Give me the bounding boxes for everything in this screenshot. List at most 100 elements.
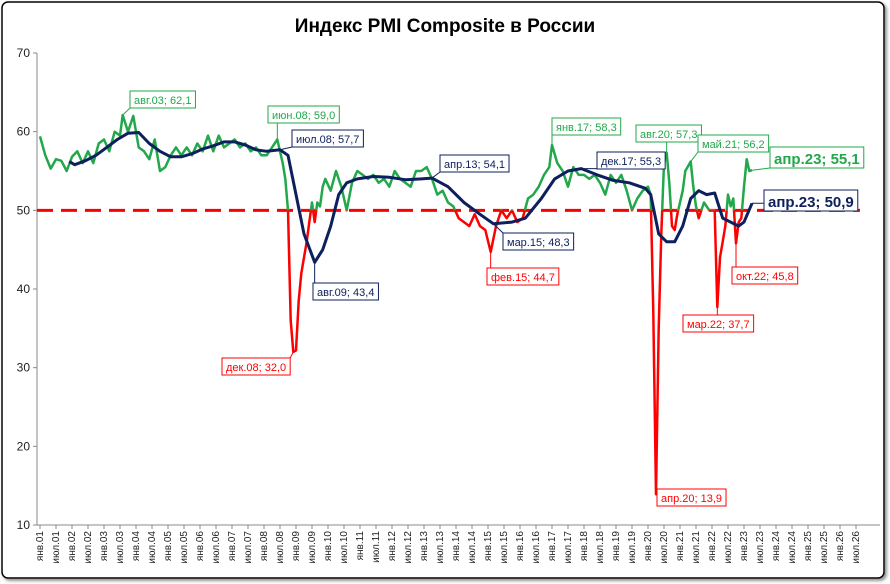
y-tick-label: 30 <box>17 361 31 375</box>
x-tick-label: июл.07 <box>243 531 254 564</box>
x-tick-label: янв.25 <box>803 531 814 562</box>
annotation-label: апр.23; 50,9 <box>768 194 854 211</box>
chart-title: Индекс PMI Composite в России <box>295 16 595 37</box>
x-tick-label: янв.24 <box>771 531 782 562</box>
annotation-box <box>697 134 770 153</box>
annotation-connector <box>431 171 441 179</box>
x-tick-label: июл.22 <box>723 531 734 564</box>
x-tick-label: янв.11 <box>355 531 366 561</box>
annotation-connector <box>751 167 771 171</box>
x-tick-label: июл.14 <box>467 531 478 564</box>
annotation-connector <box>690 151 699 162</box>
x-tick-label: июл.10 <box>339 531 350 564</box>
y-tick-label: 70 <box>17 46 31 60</box>
annotation-label: июл.08; 57,7 <box>296 134 359 146</box>
x-tick-label: янв.06 <box>195 531 206 562</box>
annotation-label: фев.15; 44,7 <box>491 272 555 284</box>
x-tick-label: июл.02 <box>83 531 94 564</box>
annotation-label: апр.13; 54,1 <box>444 159 505 171</box>
x-tick-label: июл.18 <box>595 531 606 564</box>
annotation-box <box>439 154 510 173</box>
x-tick-label: янв.10 <box>323 531 334 562</box>
x-tick-label: июл.24 <box>787 531 798 564</box>
x-tick-label: янв.19 <box>611 531 622 562</box>
x-tick-label: июл.03 <box>115 531 126 564</box>
annotation-label: июн.08; 59,0 <box>272 110 335 122</box>
x-tick-label: июл.12 <box>403 531 414 564</box>
x-tick-label: янв.12 <box>387 531 398 562</box>
x-tick-label: июл.08 <box>275 531 286 564</box>
annotation-box <box>267 105 340 124</box>
annotation-box <box>291 129 364 148</box>
x-tick-label: июл.21 <box>691 531 702 564</box>
annotation-label: авг.03; 62,1 <box>134 95 191 107</box>
annotation-box <box>596 151 666 170</box>
x-tick-label: июл.16 <box>531 531 542 564</box>
annotation-box <box>312 282 379 301</box>
x-tick-label: янв.16 <box>515 531 526 562</box>
x-tick-label: янв.14 <box>451 531 462 562</box>
x-tick-label: янв.20 <box>643 531 654 562</box>
annotation-label: дек.17; 55,3 <box>601 156 661 168</box>
x-tick-label: янв.23 <box>739 531 750 562</box>
annotation-label: авг.20; 57,3 <box>640 129 697 141</box>
x-tick-label: янв.02 <box>67 531 78 562</box>
annotation-box <box>551 117 622 136</box>
annotation-box <box>502 232 575 251</box>
x-tick-label: янв.13 <box>419 531 430 562</box>
annotation-connector <box>492 223 504 234</box>
x-tick-label: янв.18 <box>579 531 590 562</box>
x-tick-label: июл.05 <box>179 531 190 564</box>
y-tick-label: 40 <box>17 282 31 296</box>
annotation-box <box>763 189 859 212</box>
annotation-box <box>221 357 291 376</box>
x-tick-label: янв.15 <box>483 531 494 562</box>
x-tick-label: июл.15 <box>499 531 510 564</box>
annotation-box <box>731 266 799 285</box>
y-tick-label: 20 <box>17 439 31 453</box>
y-tick-label: 60 <box>17 125 31 139</box>
x-tick-label: янв.17 <box>547 531 558 562</box>
annotation-label: авг.09; 43,4 <box>317 287 374 299</box>
annotation-box <box>682 314 755 333</box>
x-tick-label: янв.21 <box>675 531 686 562</box>
annotation-label: янв.17; 58,3 <box>556 122 617 134</box>
x-tick-label: июл.23 <box>755 531 766 564</box>
annotation-label: мар.22; 37,7 <box>687 319 750 331</box>
x-tick-label: июл.20 <box>659 531 670 564</box>
x-tick-label: янв.07 <box>227 531 238 562</box>
x-tick-label: янв.22 <box>707 531 718 562</box>
annotation-box <box>486 267 560 286</box>
x-tick-label: янв.09 <box>291 531 302 562</box>
y-tick-label: 50 <box>17 203 31 217</box>
annotation-label: мар.15; 48,3 <box>507 237 570 249</box>
x-tick-label: июл.19 <box>627 531 638 564</box>
annotation-label: окт.22; 45,8 <box>736 271 794 283</box>
x-tick-label: июл.26 <box>851 531 862 564</box>
annotation-connector <box>279 146 293 151</box>
annotation-box <box>129 90 196 109</box>
x-tick-label: июл.06 <box>211 531 222 564</box>
x-tick-label: янв.08 <box>259 531 270 562</box>
annotation-label: апр.23; 55,1 <box>774 151 860 168</box>
x-tick-label: июл.11 <box>371 531 382 563</box>
annotation-label: май.21; 56,2 <box>702 139 765 151</box>
annotation-connector <box>122 107 131 116</box>
x-tick-label: июл.04 <box>147 531 158 564</box>
x-tick-label: янв.04 <box>131 531 142 562</box>
x-tick-label: июл.25 <box>819 531 830 564</box>
annotation-label: апр.20; 13,9 <box>661 493 722 505</box>
x-tick-label: янв.26 <box>835 531 846 562</box>
annotation-box <box>769 146 865 169</box>
x-tick-label: июл.01 <box>51 531 62 564</box>
annotation-label: дек.08; 32,0 <box>226 362 286 374</box>
y-tick-label: 10 <box>17 518 31 532</box>
x-tick-label: янв.01 <box>35 531 46 562</box>
annotation-connector <box>289 351 294 359</box>
x-tick-label: янв.05 <box>163 531 174 562</box>
annotation-box <box>656 488 727 507</box>
x-tick-label: июл.13 <box>435 531 446 564</box>
x-tick-label: июл.17 <box>563 531 574 564</box>
